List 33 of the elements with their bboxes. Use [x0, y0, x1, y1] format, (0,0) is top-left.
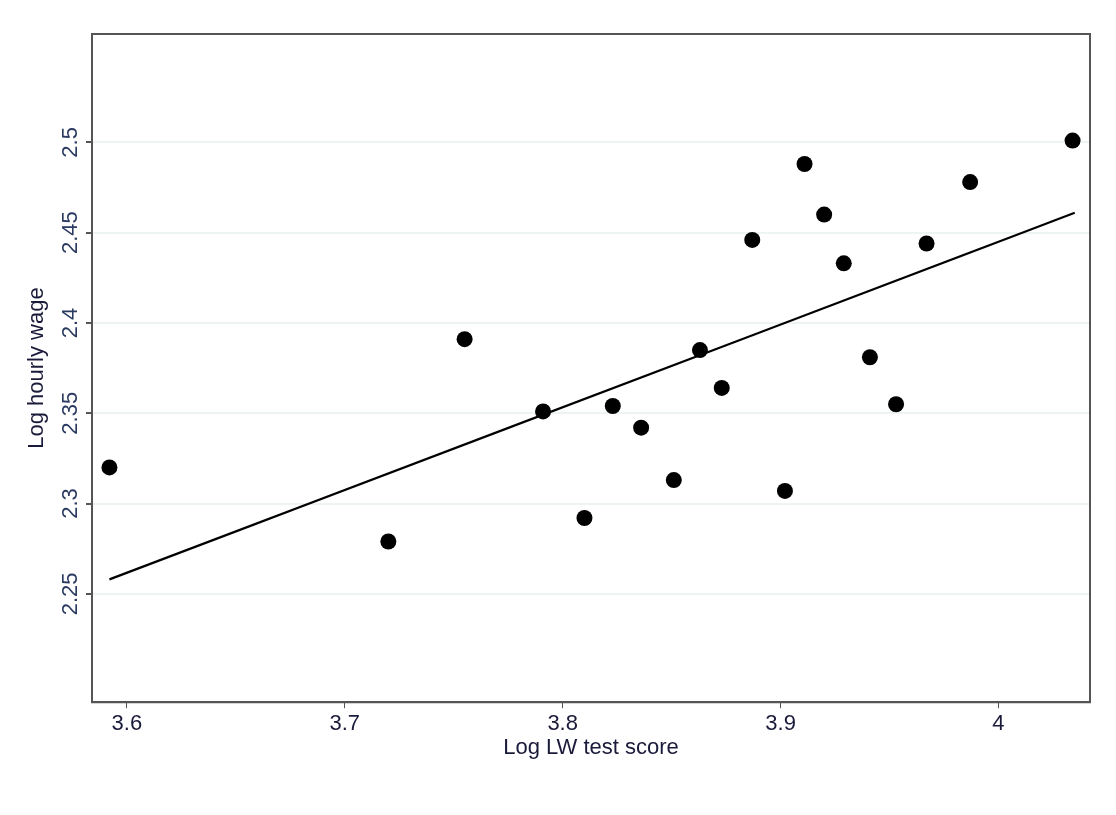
y-tick-label: 2.5 [57, 127, 83, 158]
point [744, 231, 761, 248]
y-tick-label: 2.35 [57, 391, 83, 435]
point [835, 255, 852, 272]
point [796, 156, 813, 173]
x-tick-label: 3.8 [547, 710, 578, 736]
x-tick-label: 4 [992, 710, 1005, 736]
point [888, 396, 905, 413]
y-tick-label: 2.4 [57, 307, 83, 339]
point [962, 174, 979, 191]
point [816, 206, 833, 223]
y-tick-label: 2.25 [57, 572, 83, 616]
point [633, 419, 650, 436]
point [604, 398, 621, 415]
point [535, 403, 552, 420]
point [776, 482, 793, 499]
y-tick-label: 2.3 [57, 488, 83, 519]
y-axis-title: Log hourly wage [23, 287, 49, 449]
point [576, 509, 593, 526]
point [1064, 132, 1081, 149]
point [691, 342, 708, 359]
x-tick-label: 3.9 [765, 710, 796, 736]
point [713, 379, 730, 396]
x-axis-title: Log LW test score [503, 733, 679, 759]
point [861, 349, 878, 366]
point [918, 235, 935, 252]
x-tick-label: 3.6 [111, 710, 143, 736]
y-tick-label: 2.45 [57, 211, 83, 255]
x-tick-label: 3.7 [329, 710, 361, 736]
point [101, 459, 118, 476]
point [380, 533, 397, 550]
point [665, 472, 682, 489]
point [456, 331, 473, 348]
